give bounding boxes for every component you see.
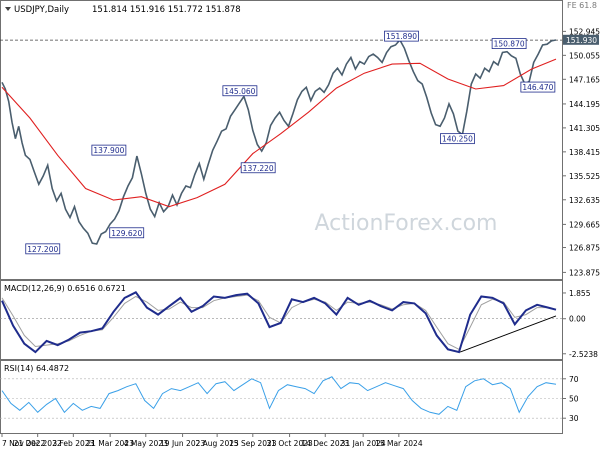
annotation-label: 129.620: [111, 229, 142, 238]
annotation-label: 145.060: [224, 87, 255, 96]
x-tick-label: 14 Dec 2023: [301, 439, 349, 448]
x-tick-label: 21 Dec 2022: [14, 439, 62, 448]
macd-trendline: [459, 315, 557, 353]
price-plot: 151.930: [0, 34, 599, 245]
x-tick-label: 31 Jan 2024: [341, 439, 386, 448]
annotation-label: 137.220: [243, 164, 274, 173]
rsi-panel-frame: [0, 360, 563, 434]
rsi-y-tick-label: 30: [569, 414, 579, 423]
x-tick-label: 21 Mar 2023: [86, 439, 134, 448]
rsi-plot: [1, 376, 557, 415]
macd-plot: [1, 291, 557, 354]
x-tick-label: 15 Mar 2024: [375, 439, 423, 448]
macd-y-axis: 1.855 0.00 -2.5238: [0, 289, 598, 359]
price-y-tick-label: 152.945: [569, 27, 600, 36]
watermark: ActionForex.com: [315, 211, 498, 236]
price-panel-frame: [0, 0, 563, 280]
price-y-tick-label: 144.195: [569, 100, 600, 109]
rsi-y-tick-label: 50: [569, 395, 579, 404]
macd-line: [1, 291, 557, 354]
x-tick-label: 3 Feb 2023: [52, 439, 94, 448]
annotation-box: [440, 133, 475, 145]
price-annotations: 127.200 137.900 129.620 145.060 137.220 151.8…: [25, 30, 556, 255]
annotation-box: [91, 144, 127, 156]
x-tick-label: 19 Jun 2023: [160, 439, 205, 448]
macd-title: MACD(12,26,9) 0.6516 0.6721: [4, 284, 126, 293]
macd-y-tick-label: 1.855: [569, 289, 591, 298]
annotation-box: [240, 162, 276, 174]
price-y-tick-label: 135.525: [569, 172, 600, 181]
annotation-box: [384, 30, 419, 42]
x-tick-label: 15 Sep 2023: [229, 439, 277, 448]
macd-y-tick-label: 0.00: [569, 315, 586, 324]
x-tick-label: 7 Nov 2022: [2, 439, 45, 448]
annotation-label: 140.250: [442, 135, 473, 144]
rsi-y-tick-label: 70: [569, 375, 579, 384]
price-y-tick-label: 150.055: [569, 51, 600, 60]
chart-ohlc: 151.814 151.916 151.772 151.878: [92, 5, 241, 15]
price-y-tick-label: 123.875: [569, 268, 600, 277]
price-y-axis: 152.945 150.055 147.165 144.195 141.305 138.4…: [562, 27, 600, 277]
price-y-tick-label: 132.635: [569, 196, 600, 205]
symbol-dropdown-icon: [5, 7, 11, 11]
x-tick-label: 4 May 2023: [124, 439, 168, 448]
moving-average-line: [1, 58, 557, 208]
x-tick-label: 2 Aug 2023: [195, 439, 238, 448]
annotation-box: [109, 227, 145, 239]
current-price-label: 151.930: [566, 36, 597, 45]
annotation-label: 137.900: [93, 146, 124, 155]
annotation-label: 146.470: [522, 83, 553, 92]
annotation-box: [222, 85, 258, 97]
macd-y-tick-label: -2.5238: [569, 350, 598, 359]
annotation-box: [491, 38, 527, 49]
fe-corner-label: FE 61.8: [567, 1, 597, 10]
price-y-tick-label: 126.875: [569, 244, 600, 253]
rsi-y-axis: 70 50 30: [0, 375, 579, 423]
annotation-label: 150.870: [494, 40, 525, 49]
price-y-tick-label: 141.305: [569, 124, 600, 133]
current-price-box: [563, 34, 599, 45]
annotation-box: [25, 243, 61, 255]
price-y-tick-label: 147.165: [569, 75, 600, 84]
x-tick-label: 31 Oct 2023: [266, 439, 313, 448]
annotation-label: 151.890: [386, 32, 417, 41]
chart-symbol: USDJPY,Daily: [14, 5, 69, 15]
price-y-tick-label: 138.415: [569, 148, 600, 157]
rsi-title: RSI(14) 64.4872: [4, 364, 69, 373]
rsi-line: [1, 376, 557, 415]
price-y-tick-label: 129.665: [569, 220, 600, 229]
annotation-label: 127.200: [27, 245, 58, 254]
annotation-box: [520, 81, 556, 93]
macd-signal-line: [1, 294, 557, 350]
macd-panel-frame: [0, 280, 563, 360]
